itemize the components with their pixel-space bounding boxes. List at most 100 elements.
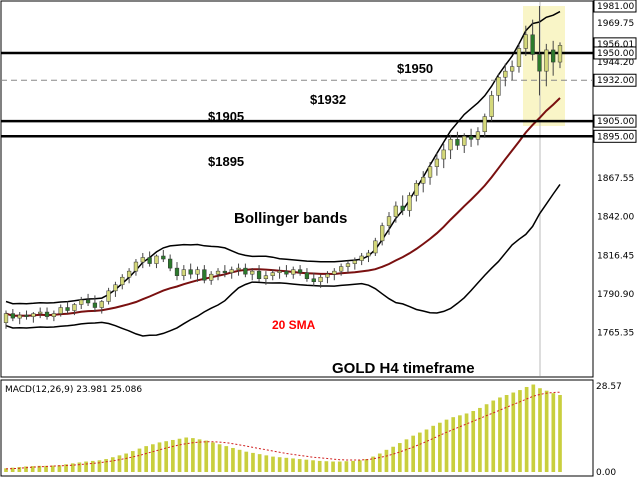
macd-bar bbox=[451, 417, 456, 472]
candle bbox=[250, 268, 255, 281]
macd-tick-top: 28.57 bbox=[596, 382, 622, 392]
candle-body bbox=[366, 252, 371, 257]
candle bbox=[284, 265, 289, 278]
candle-body bbox=[126, 270, 132, 278]
candle bbox=[72, 302, 77, 316]
macd-bar bbox=[324, 461, 329, 472]
candle-body bbox=[311, 278, 316, 283]
candle bbox=[386, 212, 392, 235]
candle-body bbox=[133, 261, 139, 272]
macd-bar bbox=[304, 459, 309, 472]
candle-body bbox=[291, 269, 296, 275]
macd-bar bbox=[50, 465, 55, 472]
candle-body bbox=[325, 273, 330, 278]
macd-bar bbox=[57, 465, 62, 472]
candle bbox=[147, 251, 152, 267]
candle bbox=[325, 271, 330, 284]
candle bbox=[503, 63, 508, 87]
candle-body bbox=[58, 307, 63, 314]
candle-body bbox=[215, 270, 221, 275]
macd-bar bbox=[264, 455, 269, 472]
candle bbox=[318, 274, 323, 288]
level-label-1905: $1905 bbox=[208, 109, 244, 124]
highlight-zone bbox=[523, 6, 565, 126]
candle-body bbox=[544, 49, 549, 72]
macd-bar bbox=[197, 439, 202, 472]
candle-body bbox=[188, 269, 193, 275]
candle bbox=[188, 263, 193, 279]
candle bbox=[537, 6, 542, 96]
candle-body bbox=[297, 269, 303, 273]
macd-tick-bottom: 0.00 bbox=[596, 468, 616, 478]
candle-body bbox=[551, 49, 556, 63]
candle bbox=[496, 74, 501, 102]
price-tick-label: 1790.90 bbox=[597, 290, 634, 300]
candle-body bbox=[407, 195, 412, 211]
macd-bar bbox=[331, 461, 335, 472]
macd-bar bbox=[291, 458, 295, 472]
candle-body bbox=[270, 272, 275, 276]
macd-bar bbox=[417, 432, 422, 472]
candle bbox=[373, 237, 378, 256]
bollinger-bands-layer bbox=[5, 10, 561, 337]
level-label-1932: $1932 bbox=[310, 92, 346, 107]
candle bbox=[352, 257, 357, 270]
price-tick-label: 1969.75 bbox=[597, 19, 634, 29]
candle-body bbox=[516, 48, 522, 67]
macd-bar bbox=[104, 459, 108, 472]
candle-body bbox=[557, 45, 563, 63]
candle bbox=[256, 265, 262, 282]
macd-bar bbox=[164, 441, 169, 472]
candle bbox=[79, 296, 84, 310]
price-tick-label: 1981.00 bbox=[597, 2, 634, 12]
candle-body bbox=[243, 267, 248, 275]
macd-bar bbox=[137, 448, 142, 472]
candle-body bbox=[229, 269, 234, 273]
macd-bar bbox=[64, 464, 68, 472]
macd-bar bbox=[24, 466, 28, 472]
price-tick-label: 1765.35 bbox=[597, 329, 634, 339]
macd-title: MACD(12,26,9) 23.981 25.086 bbox=[5, 385, 142, 395]
price-tick-label: 1905.00 bbox=[597, 117, 634, 127]
candle-body bbox=[475, 131, 481, 140]
candle-body bbox=[400, 205, 405, 211]
chart-title: GOLD H4 timeframe bbox=[332, 360, 475, 377]
sma-line bbox=[5, 97, 561, 317]
candle bbox=[434, 152, 440, 176]
macd-bar bbox=[244, 451, 249, 472]
candle bbox=[291, 266, 296, 279]
candle bbox=[133, 259, 139, 276]
candle-body bbox=[345, 263, 351, 267]
candle bbox=[509, 60, 515, 81]
candle bbox=[297, 265, 303, 276]
price-tag-box bbox=[593, 46, 637, 60]
candle bbox=[557, 42, 563, 69]
macd-bar bbox=[231, 447, 235, 472]
candle bbox=[195, 266, 200, 282]
macd-bar bbox=[471, 411, 476, 472]
macd-bar bbox=[204, 440, 209, 472]
candle bbox=[523, 25, 528, 56]
candle-body bbox=[65, 307, 70, 311]
macd-bar bbox=[130, 451, 135, 472]
candle-body bbox=[85, 299, 91, 304]
candle bbox=[243, 263, 248, 278]
candle-body bbox=[236, 267, 241, 270]
candle bbox=[154, 254, 159, 269]
bollinger-bands-label: Bollinger bands bbox=[234, 210, 347, 227]
macd-bar bbox=[478, 407, 482, 472]
candle-body bbox=[304, 272, 310, 279]
candle-body bbox=[38, 311, 43, 314]
candle bbox=[462, 133, 467, 153]
price-tag-box bbox=[593, 129, 637, 143]
candle bbox=[10, 309, 15, 322]
macd-bar bbox=[438, 422, 442, 472]
candle bbox=[263, 271, 269, 285]
macd-bar bbox=[538, 388, 542, 472]
candle-body bbox=[421, 176, 426, 184]
candle-body bbox=[120, 276, 125, 286]
macd-bar bbox=[157, 442, 162, 472]
candle-body bbox=[113, 284, 118, 292]
macd-bar bbox=[391, 446, 395, 472]
macd-bar bbox=[357, 460, 362, 472]
